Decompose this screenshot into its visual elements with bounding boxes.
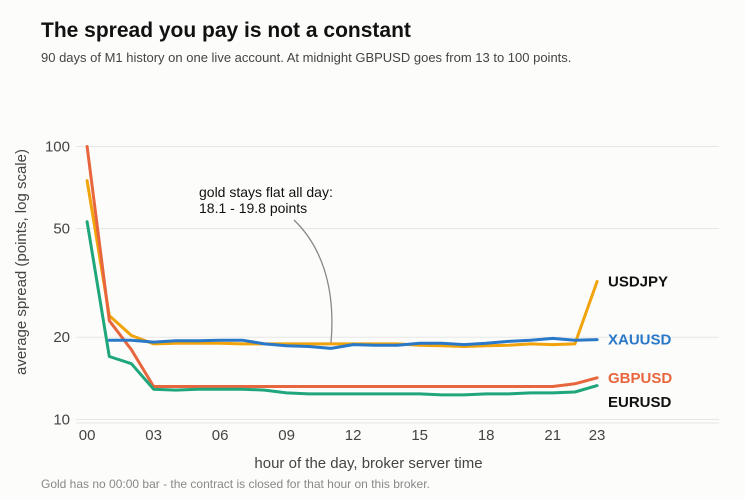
y-tick-label: 10 xyxy=(53,411,70,428)
x-tick-label: 06 xyxy=(212,427,229,444)
series-label-eurusd: EURUSD xyxy=(608,394,672,411)
x-tick-label: 00 xyxy=(79,427,96,444)
series-line-gbpusd xyxy=(85,145,599,388)
chart-subtitle: 90 days of M1 history on one live accoun… xyxy=(41,50,572,65)
annotation-text: gold stays flat all day: xyxy=(199,184,333,200)
series-label-xauusd: XAUUSD xyxy=(608,332,672,349)
x-tick-label: 18 xyxy=(478,427,495,444)
y-axis-title: average spread (points, log scale) xyxy=(13,149,30,375)
x-tick-label: 15 xyxy=(411,427,428,444)
x-tick-label: 23 xyxy=(589,427,606,444)
footnote: Gold has no 00:00 bar - the contract is … xyxy=(41,477,430,491)
y-tick-label: 50 xyxy=(53,221,70,238)
x-tick-label: 21 xyxy=(544,427,561,444)
annotation-arrow xyxy=(293,219,333,343)
series-label-usdjpy: USDJPY xyxy=(608,274,668,291)
x-tick-labels: 00 03 06 09 12 15 18 21 23 xyxy=(79,427,606,444)
series-label-gbpusd: GBPUSD xyxy=(608,370,672,387)
x-tick-label: 09 xyxy=(278,427,295,444)
x-tick-label: 12 xyxy=(345,427,362,444)
grid-lines xyxy=(76,145,719,424)
series-line-eurusd xyxy=(85,220,599,397)
series-lines xyxy=(85,145,599,397)
y-tick-label: 100 xyxy=(45,138,70,155)
annotation: gold stays flat all day:18.1 - 19.8 poin… xyxy=(199,184,333,343)
x-tick-label: 03 xyxy=(145,427,162,444)
y-tick-labels: 10 20 50 100 xyxy=(45,138,70,428)
x-axis-title: hour of the day, broker server time xyxy=(254,455,482,472)
y-tick-label: 20 xyxy=(53,329,70,346)
series-line-usdjpy xyxy=(85,179,599,348)
series-labels: USDJPY XAUUSD GBPUSD EURUSD xyxy=(608,274,672,411)
annotation-text: 18.1 - 19.8 points xyxy=(199,200,307,216)
series-line-xauusd xyxy=(107,336,599,350)
chart-title: The spread you pay is not a constant xyxy=(41,19,411,42)
